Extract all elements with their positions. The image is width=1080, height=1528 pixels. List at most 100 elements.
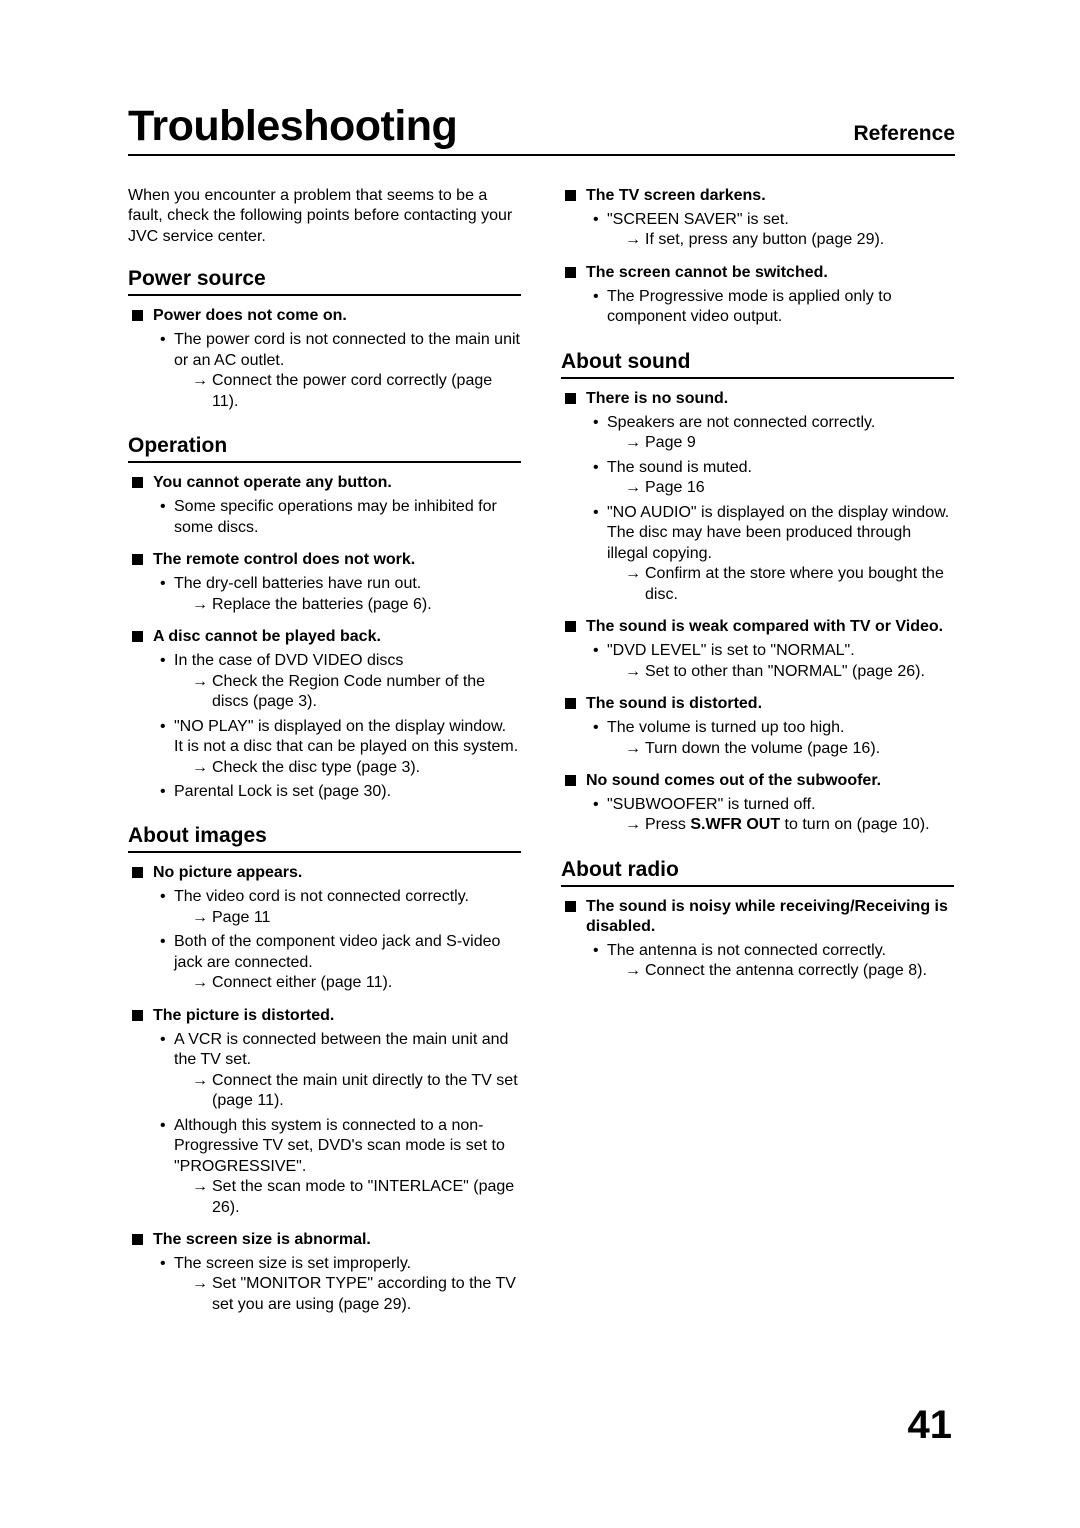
symptom: The picture is distorted.	[128, 1006, 521, 1026]
action-list: →Page 16	[607, 478, 954, 498]
cause-list: The video cord is not connected correctl…	[128, 887, 521, 993]
cause-item: "NO PLAY" is displayed on the display wi…	[160, 717, 521, 778]
symptom: The screen size is abnormal.	[128, 1230, 521, 1250]
action-list: →Connect either (page 11).	[174, 973, 521, 993]
square-bullet-icon	[132, 310, 143, 321]
cause-item: Although this system is connected to a n…	[160, 1116, 521, 1218]
page-title: Troubleshooting	[128, 105, 457, 148]
page-number: 41	[908, 1403, 953, 1448]
cause-list: In the case of DVD VIDEO discs→Check the…	[128, 651, 521, 802]
symptom-title: The screen size is abnormal.	[153, 1230, 371, 1250]
column-right: The TV screen darkens. "SCREEN SAVER" is …	[561, 186, 954, 1327]
action-item: →Replace the batteries (page 6).	[192, 595, 521, 615]
symptom: No sound comes out of the subwoofer.	[561, 771, 954, 791]
square-bullet-icon	[132, 477, 143, 488]
cause-item: "DVD LEVEL" is set to "NORMAL".→Set to o…	[593, 641, 954, 682]
section-heading: About images	[128, 824, 521, 853]
action-item: →Connect the antenna correctly (page 8).	[625, 961, 954, 981]
cause-item: "NO AUDIO" is displayed on the display w…	[593, 503, 954, 605]
cause-list: "SCREEN SAVER" is set.→If set, press any…	[561, 210, 954, 251]
action-list: →Turn down the volume (page 16).	[607, 739, 954, 759]
symptom: A disc cannot be played back.	[128, 627, 521, 647]
action-list: →Connect the main unit directly to the T…	[174, 1071, 521, 1112]
cause-item: In the case of DVD VIDEO discs→Check the…	[160, 651, 521, 712]
cause-list: The volume is turned up too high.→Turn d…	[561, 718, 954, 759]
square-bullet-icon	[132, 631, 143, 642]
action-item: →Set to other than "NORMAL" (page 26).	[625, 662, 954, 682]
symptom-title: The sound is weak compared with TV or Vi…	[586, 617, 943, 637]
symptom-title: The screen cannot be switched.	[586, 263, 828, 283]
square-bullet-icon	[132, 1234, 143, 1245]
cause-item: "SUBWOOFER" is turned off.→Press S.WFR O…	[593, 795, 954, 836]
square-bullet-icon	[565, 393, 576, 404]
cause-item: The screen size is set improperly.→Set "…	[160, 1254, 521, 1315]
action-list: →Page 11	[174, 908, 521, 928]
action-list: →Set the scan mode to "INTERLACE" (page …	[174, 1177, 521, 1218]
symptom: The sound is noisy while receiving/Recei…	[561, 897, 954, 937]
section-heading: About sound	[561, 350, 954, 379]
cause-item: "SCREEN SAVER" is set.→If set, press any…	[593, 210, 954, 251]
square-bullet-icon	[565, 267, 576, 278]
cause-item: A VCR is connected between the main unit…	[160, 1030, 521, 1112]
action-list: →Set "MONITOR TYPE" according to the TV …	[174, 1274, 521, 1315]
action-item: →Check the disc type (page 3).	[192, 758, 521, 778]
action-list: →Check the disc type (page 3).	[174, 758, 521, 778]
cause-item: Speakers are not connected correctly.→Pa…	[593, 413, 954, 454]
symptom-title: No sound comes out of the subwoofer.	[586, 771, 881, 791]
cause-list: A VCR is connected between the main unit…	[128, 1030, 521, 1218]
cause-list: The screen size is set improperly.→Set "…	[128, 1254, 521, 1315]
cause-list: Speakers are not connected correctly.→Pa…	[561, 413, 954, 605]
intro-text: When you encounter a problem that seems …	[128, 186, 521, 247]
cause-item: Parental Lock is set (page 30).	[160, 782, 521, 802]
symptom-title: The sound is distorted.	[586, 694, 762, 714]
column-left: When you encounter a problem that seems …	[128, 186, 521, 1327]
action-list: →Check the Region Code number of the dis…	[174, 672, 521, 713]
symptom: The TV screen darkens.	[561, 186, 954, 206]
cause-list: The dry-cell batteries have run out.→Rep…	[128, 574, 521, 615]
action-item: →Turn down the volume (page 16).	[625, 739, 954, 759]
action-item: →Set "MONITOR TYPE" according to the TV …	[192, 1274, 521, 1315]
square-bullet-icon	[132, 867, 143, 878]
cause-item: The antenna is not connected correctly.→…	[593, 941, 954, 982]
action-item: →Confirm at the store where you bought t…	[625, 564, 954, 605]
action-item: →Connect either (page 11).	[192, 973, 521, 993]
symptom-title: The sound is noisy while receiving/Recei…	[586, 897, 954, 937]
section-heading: About radio	[561, 858, 954, 887]
cause-list: Some specific operations may be inhibite…	[128, 497, 521, 538]
cause-item: The power cord is not connected to the m…	[160, 330, 521, 412]
action-item: →Press S.WFR OUT to turn on (page 10).	[625, 815, 954, 835]
square-bullet-icon	[565, 698, 576, 709]
symptom: The remote control does not work.	[128, 550, 521, 570]
section-heading: Operation	[128, 434, 521, 463]
action-list: →Confirm at the store where you bought t…	[607, 564, 954, 605]
action-item: →Connect the main unit directly to the T…	[192, 1071, 521, 1112]
action-item: →Page 9	[625, 433, 954, 453]
cause-item: The dry-cell batteries have run out.→Rep…	[160, 574, 521, 615]
symptom: No picture appears.	[128, 863, 521, 883]
symptom: The sound is distorted.	[561, 694, 954, 714]
cause-item: Some specific operations may be inhibite…	[160, 497, 521, 538]
section-heading: Power source	[128, 267, 521, 296]
square-bullet-icon	[565, 621, 576, 632]
symptom: Power does not come on.	[128, 306, 521, 326]
square-bullet-icon	[565, 901, 576, 912]
action-item: →Check the Region Code number of the dis…	[192, 672, 521, 713]
title-row: Troubleshooting Reference	[128, 105, 955, 156]
action-list: →Press S.WFR OUT to turn on (page 10).	[607, 815, 954, 835]
action-list: →Replace the batteries (page 6).	[174, 595, 521, 615]
action-list: →If set, press any button (page 29).	[607, 230, 954, 250]
cause-item: The video cord is not connected correctl…	[160, 887, 521, 928]
symptom-title: You cannot operate any button.	[153, 473, 392, 493]
action-list: →Set to other than "NORMAL" (page 26).	[607, 662, 954, 682]
cause-list: The power cord is not connected to the m…	[128, 330, 521, 412]
cause-list: The Progressive mode is applied only to …	[561, 287, 954, 328]
symptom-title: Power does not come on.	[153, 306, 347, 326]
cause-list: "DVD LEVEL" is set to "NORMAL".→Set to o…	[561, 641, 954, 682]
action-item: →Connect the power cord correctly (page …	[192, 371, 521, 412]
symptom-title: No picture appears.	[153, 863, 302, 883]
symptom: The screen cannot be switched.	[561, 263, 954, 283]
action-list: →Page 9	[607, 433, 954, 453]
symptom-title: The TV screen darkens.	[586, 186, 766, 206]
action-list: →Connect the power cord correctly (page …	[174, 371, 521, 412]
symptom-title: The remote control does not work.	[153, 550, 415, 570]
